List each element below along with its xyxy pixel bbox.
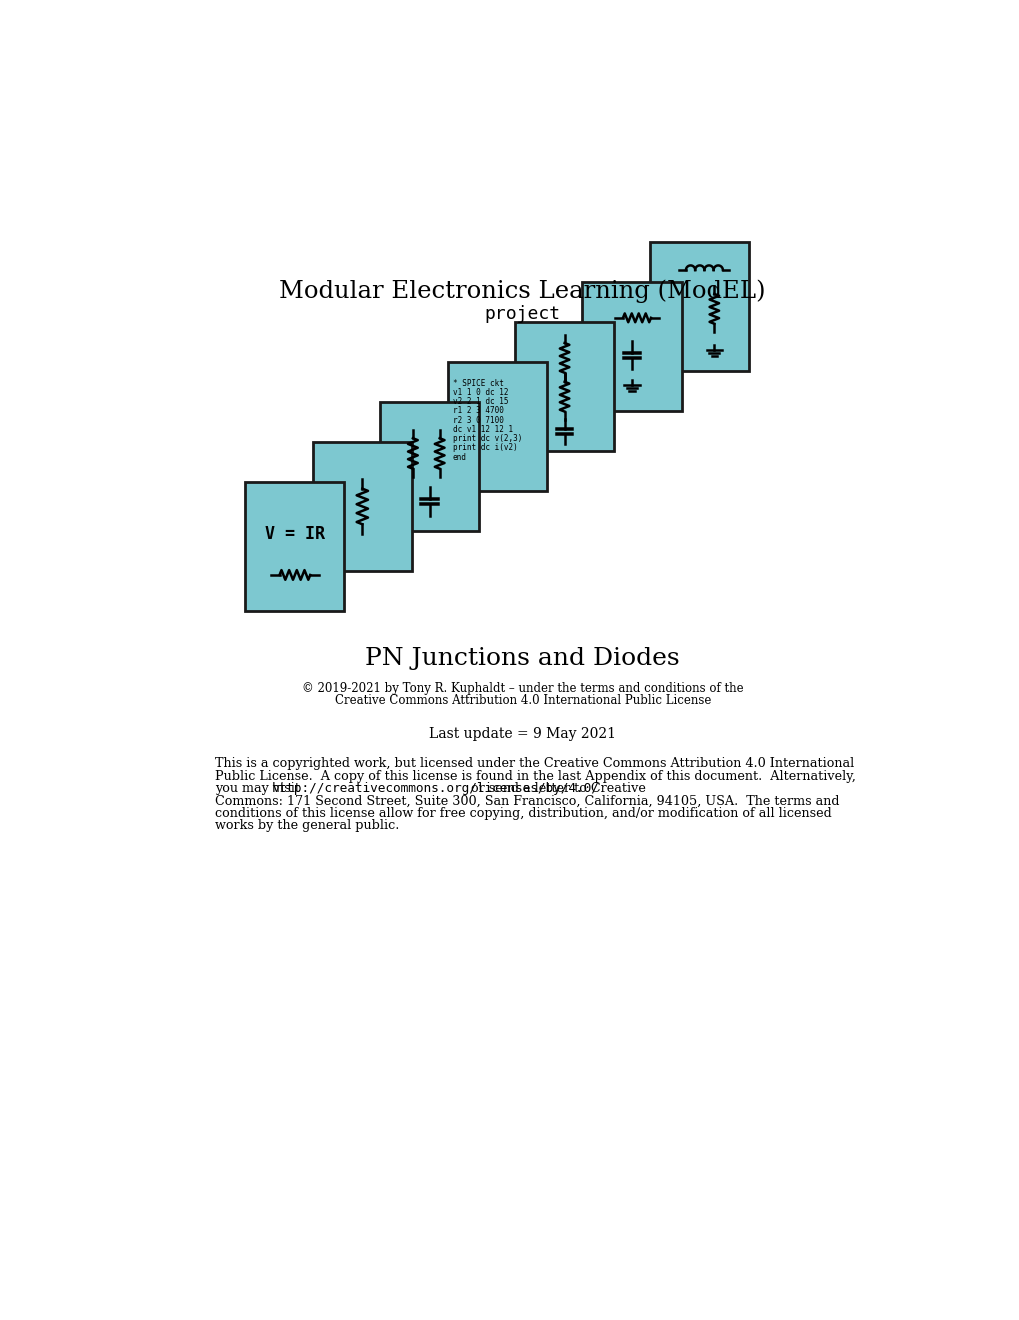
Text: v1 1 0 dc 12: v1 1 0 dc 12: [452, 388, 508, 397]
Text: v2 2 1 dc 15: v2 2 1 dc 15: [452, 397, 508, 407]
Text: dc v1 12 12 1: dc v1 12 12 1: [452, 425, 513, 434]
Text: Creative Commons Attribution 4.0 International Public License: Creative Commons Attribution 4.0 Interna…: [334, 694, 710, 708]
Text: you may visit: you may visit: [215, 781, 304, 795]
Text: project: project: [484, 305, 560, 323]
Text: Public License.  A copy of this license is found in the last Appendix of this do: Public License. A copy of this license i…: [215, 770, 855, 783]
Text: r1 2 3 4700: r1 2 3 4700: [452, 407, 503, 416]
Text: print dc i(v2): print dc i(v2): [452, 444, 518, 453]
FancyBboxPatch shape: [515, 322, 613, 451]
Text: V = IR: V = IR: [265, 524, 325, 543]
Text: http://creativecommons.org/licenses/by/4.0/: http://creativecommons.org/licenses/by/4…: [272, 781, 599, 795]
Text: conditions of this license allow for free copying, distribution, and/or modifica: conditions of this license allow for fre…: [215, 807, 832, 820]
Text: * SPICE ckt: * SPICE ckt: [452, 379, 503, 388]
Text: r2 3 0 7100: r2 3 0 7100: [452, 416, 503, 425]
FancyBboxPatch shape: [447, 362, 546, 491]
FancyBboxPatch shape: [649, 242, 748, 371]
Text: works by the general public.: works by the general public.: [215, 818, 399, 832]
FancyBboxPatch shape: [245, 482, 344, 611]
FancyBboxPatch shape: [582, 281, 681, 411]
Text: print dc v(2,3): print dc v(2,3): [452, 434, 522, 444]
Text: Last update = 9 May 2021: Last update = 9 May 2021: [429, 727, 615, 742]
Text: © 2019-2021 by Tony R. Kuphaldt – under the terms and conditions of the: © 2019-2021 by Tony R. Kuphaldt – under …: [302, 681, 743, 694]
Text: This is a copyrighted work, but licensed under the Creative Commons Attribution : This is a copyrighted work, but licensed…: [215, 758, 854, 771]
FancyBboxPatch shape: [380, 401, 479, 531]
Text: or send a letter to Creative: or send a letter to Creative: [467, 781, 645, 795]
Text: end: end: [452, 453, 467, 462]
Text: PN Junctions and Diodes: PN Junctions and Diodes: [365, 647, 680, 671]
Text: Commons: 171 Second Street, Suite 300, San Francisco, California, 94105, USA.  T: Commons: 171 Second Street, Suite 300, S…: [215, 795, 839, 808]
Text: Modular Electronics Learning (ModEL): Modular Electronics Learning (ModEL): [279, 279, 765, 302]
FancyBboxPatch shape: [313, 442, 412, 572]
